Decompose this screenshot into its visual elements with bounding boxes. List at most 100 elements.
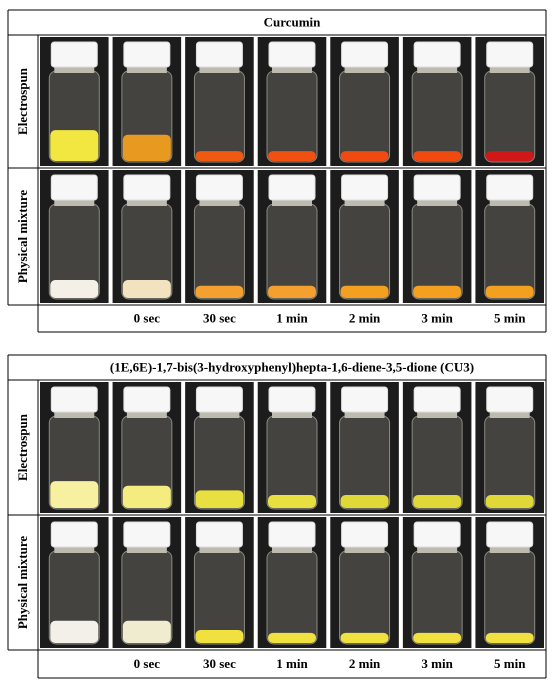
vial-contents: [122, 280, 171, 298]
vial-cap: [123, 386, 171, 413]
vial-contents: [413, 285, 462, 298]
vial-contents: [268, 151, 316, 161]
vial-cap: [486, 521, 534, 548]
vial-cap: [486, 174, 534, 201]
vial-body: [339, 203, 391, 300]
vial-body: [484, 550, 536, 645]
row-label: Electrospun: [15, 413, 30, 481]
time-label: 30 sec: [203, 656, 236, 671]
vial-body: [484, 203, 536, 300]
time-label: 5 min: [494, 310, 526, 325]
vial-neck: [272, 545, 312, 553]
vial-neck: [54, 198, 95, 206]
vial-neck: [54, 410, 95, 418]
vial-body: [484, 70, 536, 163]
row-label: Physical mixture: [15, 190, 30, 284]
time-label: 2 min: [349, 656, 381, 671]
panel-title: Curcumin: [264, 14, 322, 29]
vial-contents: [50, 481, 99, 508]
vial-cap: [268, 174, 316, 201]
vial-contents: [485, 632, 534, 643]
time-label: 2 min: [349, 310, 381, 325]
vial-cap: [123, 174, 171, 201]
vial-body: [339, 550, 391, 645]
vial-contents: [485, 495, 534, 508]
vial-cap: [195, 386, 243, 413]
vial-contents: [485, 285, 534, 298]
vial-contents: [268, 495, 316, 508]
row-label: Physical mixture: [15, 536, 30, 630]
vial-contents: [195, 285, 244, 298]
vial-cap: [341, 521, 389, 548]
vial-neck: [489, 65, 530, 73]
vial-contents: [413, 495, 462, 508]
time-label: 0 sec: [134, 656, 161, 671]
vial-cap: [195, 521, 243, 548]
vial-body: [411, 203, 463, 300]
vial-cap: [413, 41, 461, 68]
vial-neck: [489, 410, 530, 418]
vial-neck: [126, 410, 167, 418]
vial-neck: [344, 198, 385, 206]
vial-cap: [50, 41, 98, 68]
vial-contents: [340, 151, 389, 161]
vial-contents: [268, 632, 316, 643]
vial-body: [339, 70, 391, 163]
vial-cap: [123, 521, 171, 548]
time-label: 30 sec: [203, 310, 236, 325]
row-label: Electrospun: [15, 67, 30, 135]
vial-cap: [413, 521, 461, 548]
vial-contents: [50, 130, 99, 161]
vial-cap: [50, 174, 98, 201]
vial-neck: [344, 545, 385, 553]
vial-cap: [341, 41, 389, 68]
vial-neck: [126, 545, 167, 553]
vial-neck: [199, 410, 240, 418]
vial-contents: [195, 151, 244, 161]
vial-neck: [417, 65, 458, 73]
vial-cap: [341, 386, 389, 413]
vial-neck: [489, 545, 530, 553]
vial-contents: [413, 151, 462, 161]
time-label: 3 min: [421, 656, 453, 671]
vial-contents: [340, 495, 389, 508]
vial-cap: [413, 174, 461, 201]
vial-body: [193, 203, 245, 300]
time-label: 1 min: [276, 656, 308, 671]
vial-neck: [272, 198, 312, 206]
vial-contents: [122, 134, 171, 161]
vial-body: [411, 70, 463, 163]
vial-cap: [123, 41, 171, 68]
vial-cap: [413, 386, 461, 413]
vial-cap: [486, 41, 534, 68]
time-label: 3 min: [421, 310, 453, 325]
vial-contents: [122, 485, 171, 508]
vial-contents: [50, 280, 99, 298]
time-label: 1 min: [276, 310, 308, 325]
vial-cap: [50, 521, 98, 548]
vial-neck: [54, 545, 95, 553]
vial-cap: [341, 174, 389, 201]
vial-contents: [413, 632, 462, 643]
vial-body: [193, 70, 245, 163]
vial-body: [266, 550, 318, 645]
vial-neck: [272, 410, 312, 418]
time-label: 5 min: [494, 656, 526, 671]
vial-neck: [199, 198, 240, 206]
panel-title: (1E,6E)-1,7-bis(3-hydroxyphenyl)hepta-1,…: [110, 359, 474, 374]
vial-contents: [195, 490, 244, 508]
vial-contents: [50, 620, 99, 643]
vial-neck: [54, 65, 95, 73]
vial-cap: [195, 41, 243, 68]
vial-contents: [340, 285, 389, 298]
vial-neck: [489, 198, 530, 206]
vial-neck: [272, 65, 312, 73]
vial-cap: [195, 174, 243, 201]
vial-neck: [126, 198, 167, 206]
vial-contents: [340, 632, 389, 643]
vial-neck: [126, 65, 167, 73]
vial-contents: [485, 151, 534, 161]
vial-neck: [417, 545, 458, 553]
